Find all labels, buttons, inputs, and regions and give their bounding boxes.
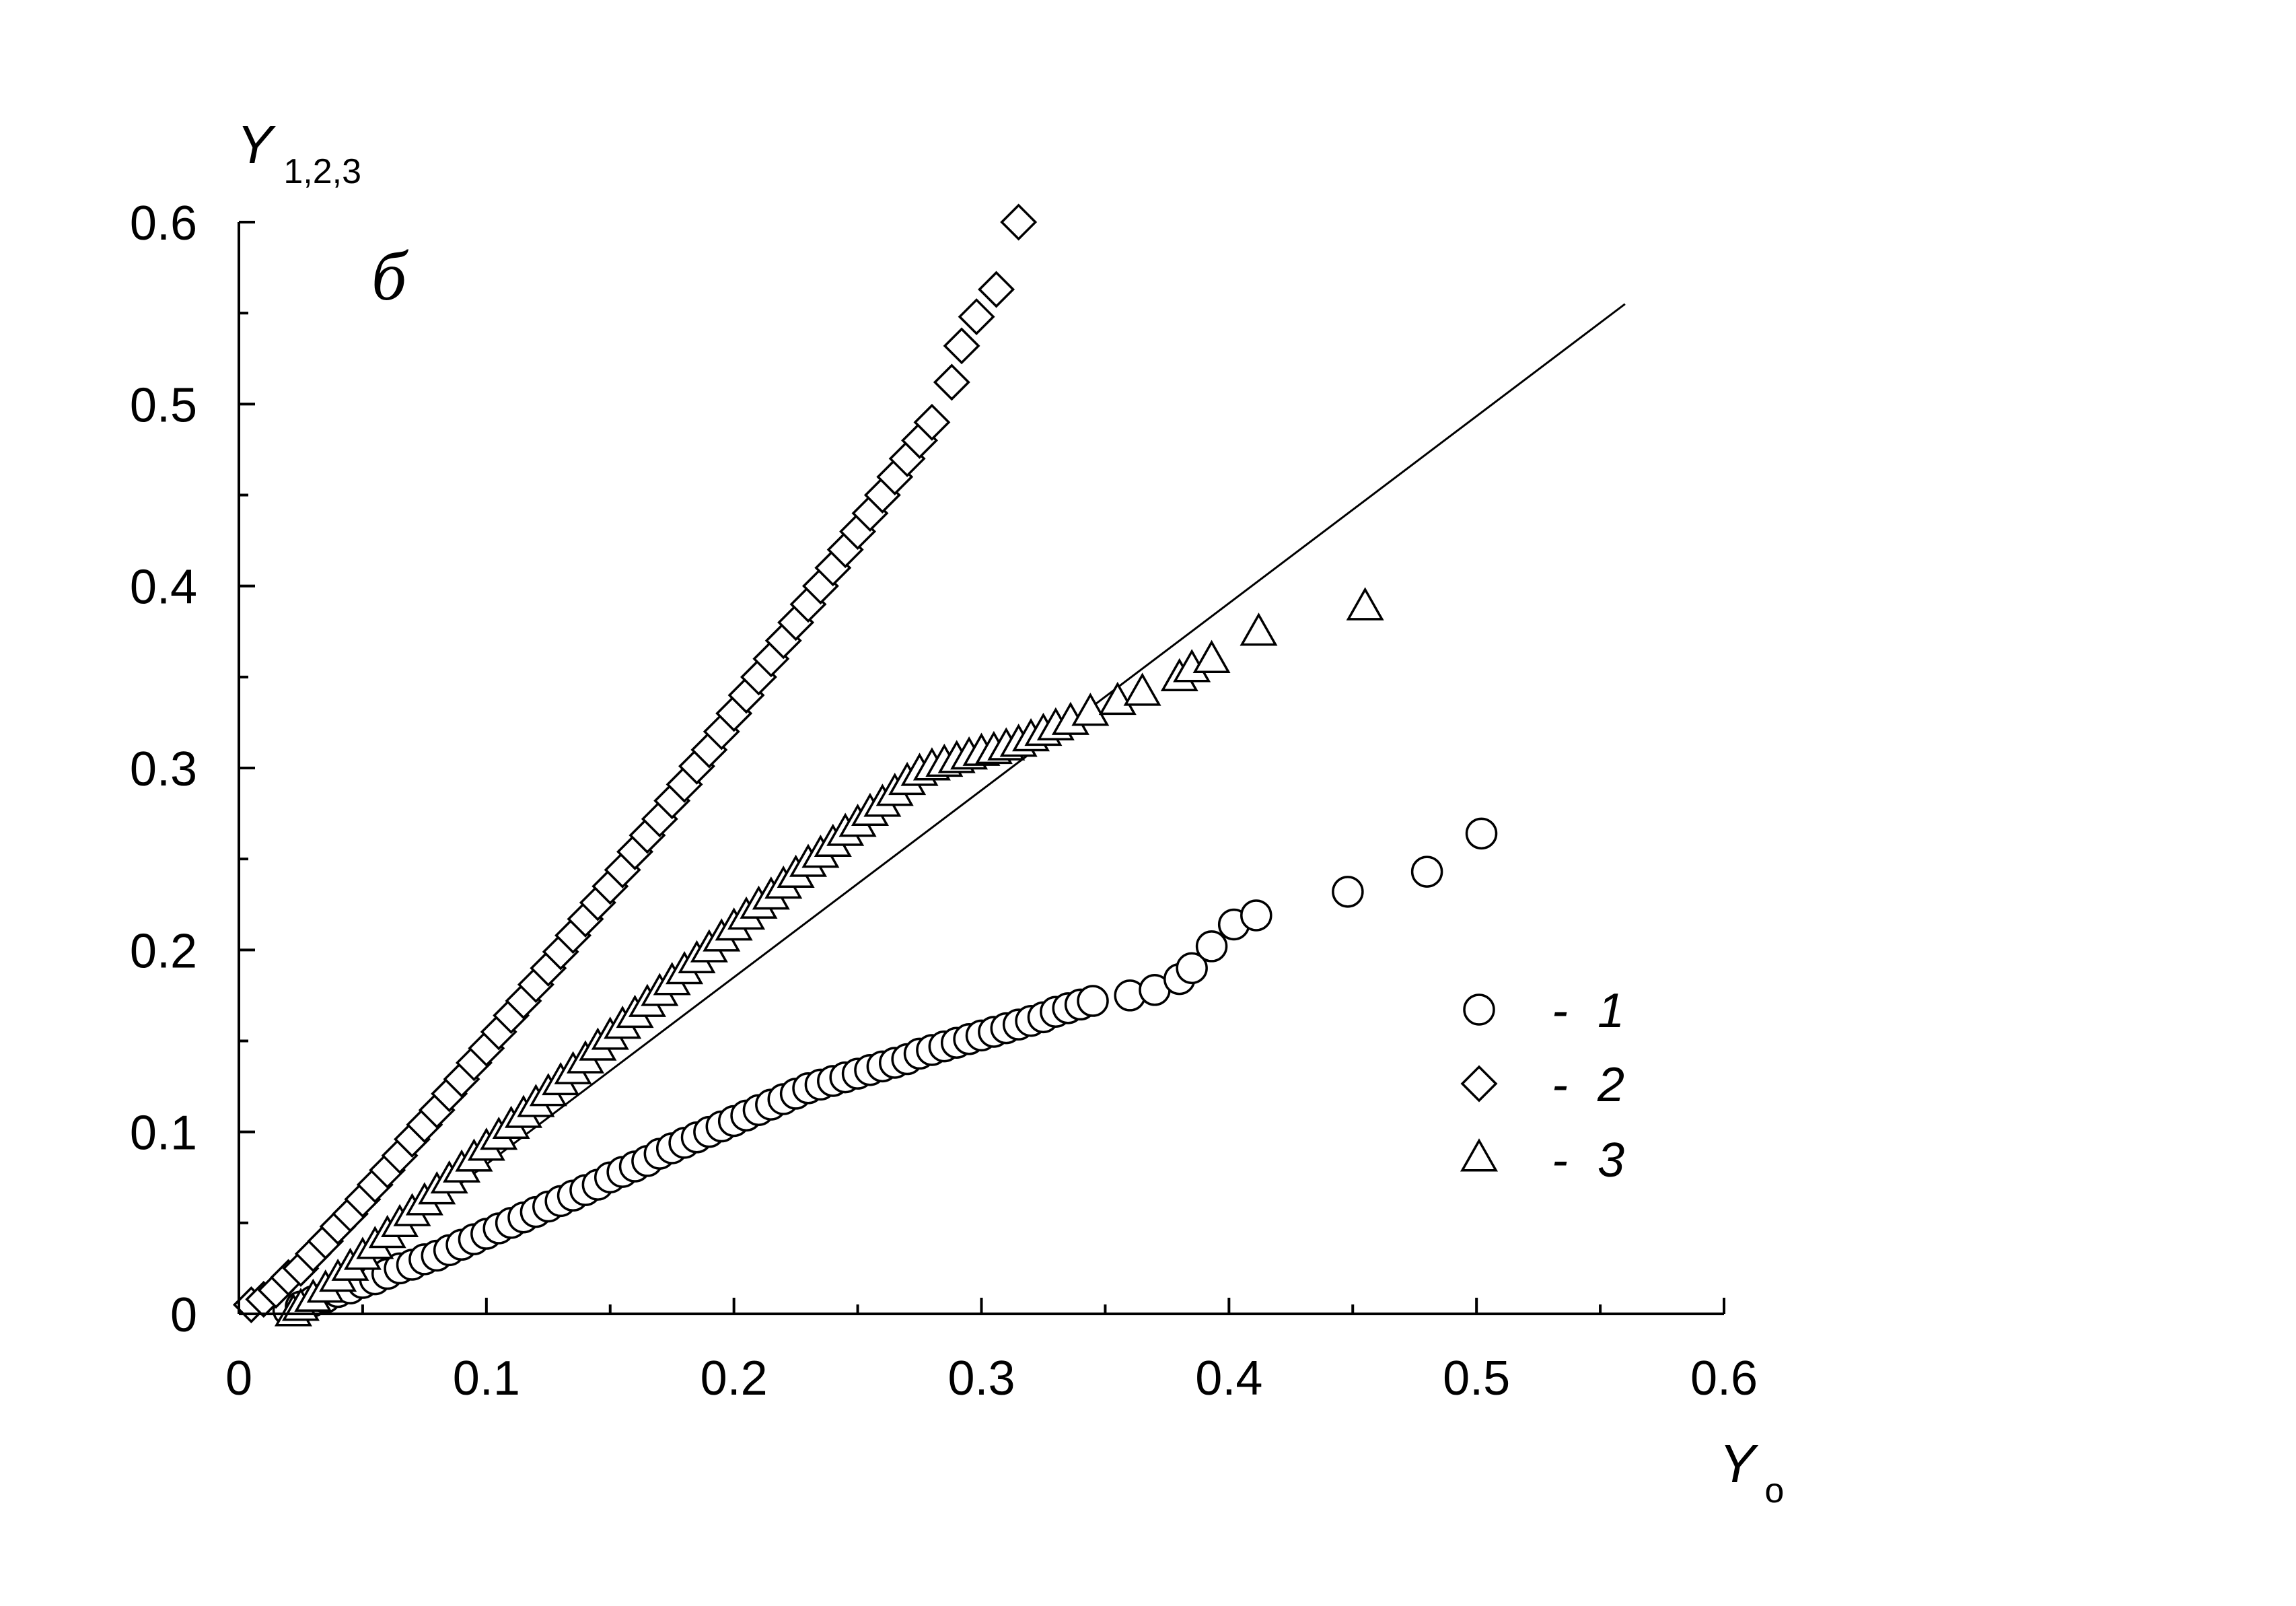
x-tick-label: 0 [225,1352,252,1405]
legend-marker-triangle [1460,1138,1499,1172]
y-axis-title: Y 1,2,3 [237,114,361,191]
data-point-series-1-65 [1077,985,1109,1017]
data-point-series-3-66 [1123,672,1161,706]
data-point-series-1-73 [1332,876,1364,908]
y-axis-title-subscript: 1,2,3 [283,152,361,191]
data-point-series-3-69 [1192,639,1231,673]
x-axis-title-main: Y [1719,1434,1759,1494]
x-tick-label: 0.3 [947,1352,1015,1405]
text-layer: 0 0.1 0.2 0.3 0.4 0.5 0.600.10.20.30.40.50.6Y 1… [130,114,1784,1510]
legend-dash: - [1552,1133,1568,1187]
data-point-series-2-60 [1000,203,1038,241]
legend-label: 2 [1597,1058,1624,1112]
data-point-series-2-55 [913,403,951,441]
x-axis-title-subscript: o [1764,1471,1784,1510]
legend-item-1: -1 [1463,984,1624,1038]
data-point-series-2-59 [978,271,1015,308]
data-point-series-3-71 [1346,587,1384,621]
series-2 [232,203,1038,1323]
legend-label: 1 [1598,984,1624,1038]
y-tick-label: 0.6 [130,197,197,250]
data-point-series-1-70 [1195,930,1228,963]
y-tick-label: 0.1 [130,1107,197,1160]
data-point-series-1-72 [1240,899,1272,932]
legend-label: 3 [1598,1133,1624,1187]
y-tick-label: 0.3 [130,742,197,796]
y-tick-label: 0.4 [130,561,197,615]
data-point-series-2-57 [943,327,980,365]
reference-line [287,303,1626,1315]
data-point-series-3-65 [1098,681,1137,715]
legend-dash: - [1552,984,1568,1038]
y-tick-label: 0 [170,1288,197,1342]
x-tick-label: 0.4 [1195,1352,1262,1405]
y-tick-label: 0.2 [130,924,197,978]
y-axis-title-main: Y [237,114,277,174]
legend: -1- 2- 3 [1460,984,1624,1187]
legend-marker-circle [1463,993,1495,1026]
legend-item-3: -3 [1460,1133,1624,1187]
data-point-series-3-70 [1240,613,1278,646]
data-point-series-1-75 [1465,817,1498,850]
data-markers-layer [232,203,1498,1327]
panel-label: б [371,238,409,315]
legend-marker-diamond [1460,1065,1498,1103]
reference-line-layer [287,303,1626,1315]
legend-item-2: -2 [1460,1058,1624,1112]
x-tick-label: 0.6 [1690,1352,1758,1405]
x-tick-label: 0.5 [1443,1352,1510,1405]
legend-dash: - [1552,1058,1568,1112]
x-tick-label: 0.1 [453,1352,520,1405]
x-tick-label: 0.2 [701,1352,768,1405]
data-point-series-2-56 [933,363,970,401]
axes-layer [238,221,1725,1315]
y-tick-label: 0.5 [130,378,197,432]
data-point-series-1-69 [1176,952,1208,985]
series-3 [274,587,1384,1327]
data-point-series-1-74 [1410,856,1443,888]
data-point-series-3-64 [1071,693,1110,726]
data-point-series-2-58 [958,298,995,336]
